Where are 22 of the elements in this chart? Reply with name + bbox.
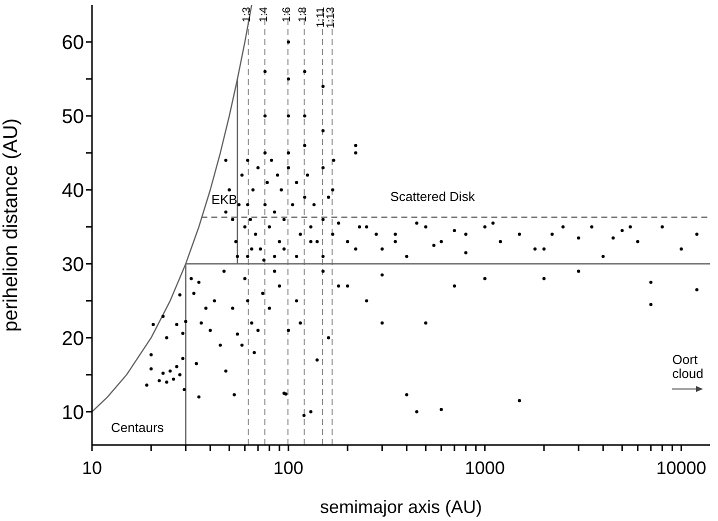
x-tick-label: 100 [273,458,304,478]
annotation: 1:13 [325,7,338,28]
x-tick-label: 1000 [464,458,505,478]
annotation: EKB [211,192,238,208]
annotation: 1:3 [241,7,254,22]
annotation: 1:11 [315,7,328,28]
annotation: 1:4 [258,7,270,22]
y-tick-label: 40 [62,180,84,202]
y-tick-label: 20 [62,328,84,350]
x-axis-title: semimajor axis (AU) [320,497,482,517]
annotation: Centaurs [111,420,164,436]
annotation: Scattered Disk [390,188,475,204]
y-tick-label: 50 [62,106,84,128]
annotation: 1:8 [297,7,310,22]
annotation: Oort cloud [672,352,704,382]
y-tick-label: 10 [62,402,84,424]
y-tick-label: 30 [62,254,84,276]
y-tick-label: 60 [62,32,84,54]
annotation: 1:6 [280,7,293,22]
x-tick-label: 10 [82,458,102,478]
x-tick-label: 10000 [656,458,706,478]
y-axis-title: perihelion distance (AU) [0,118,22,332]
